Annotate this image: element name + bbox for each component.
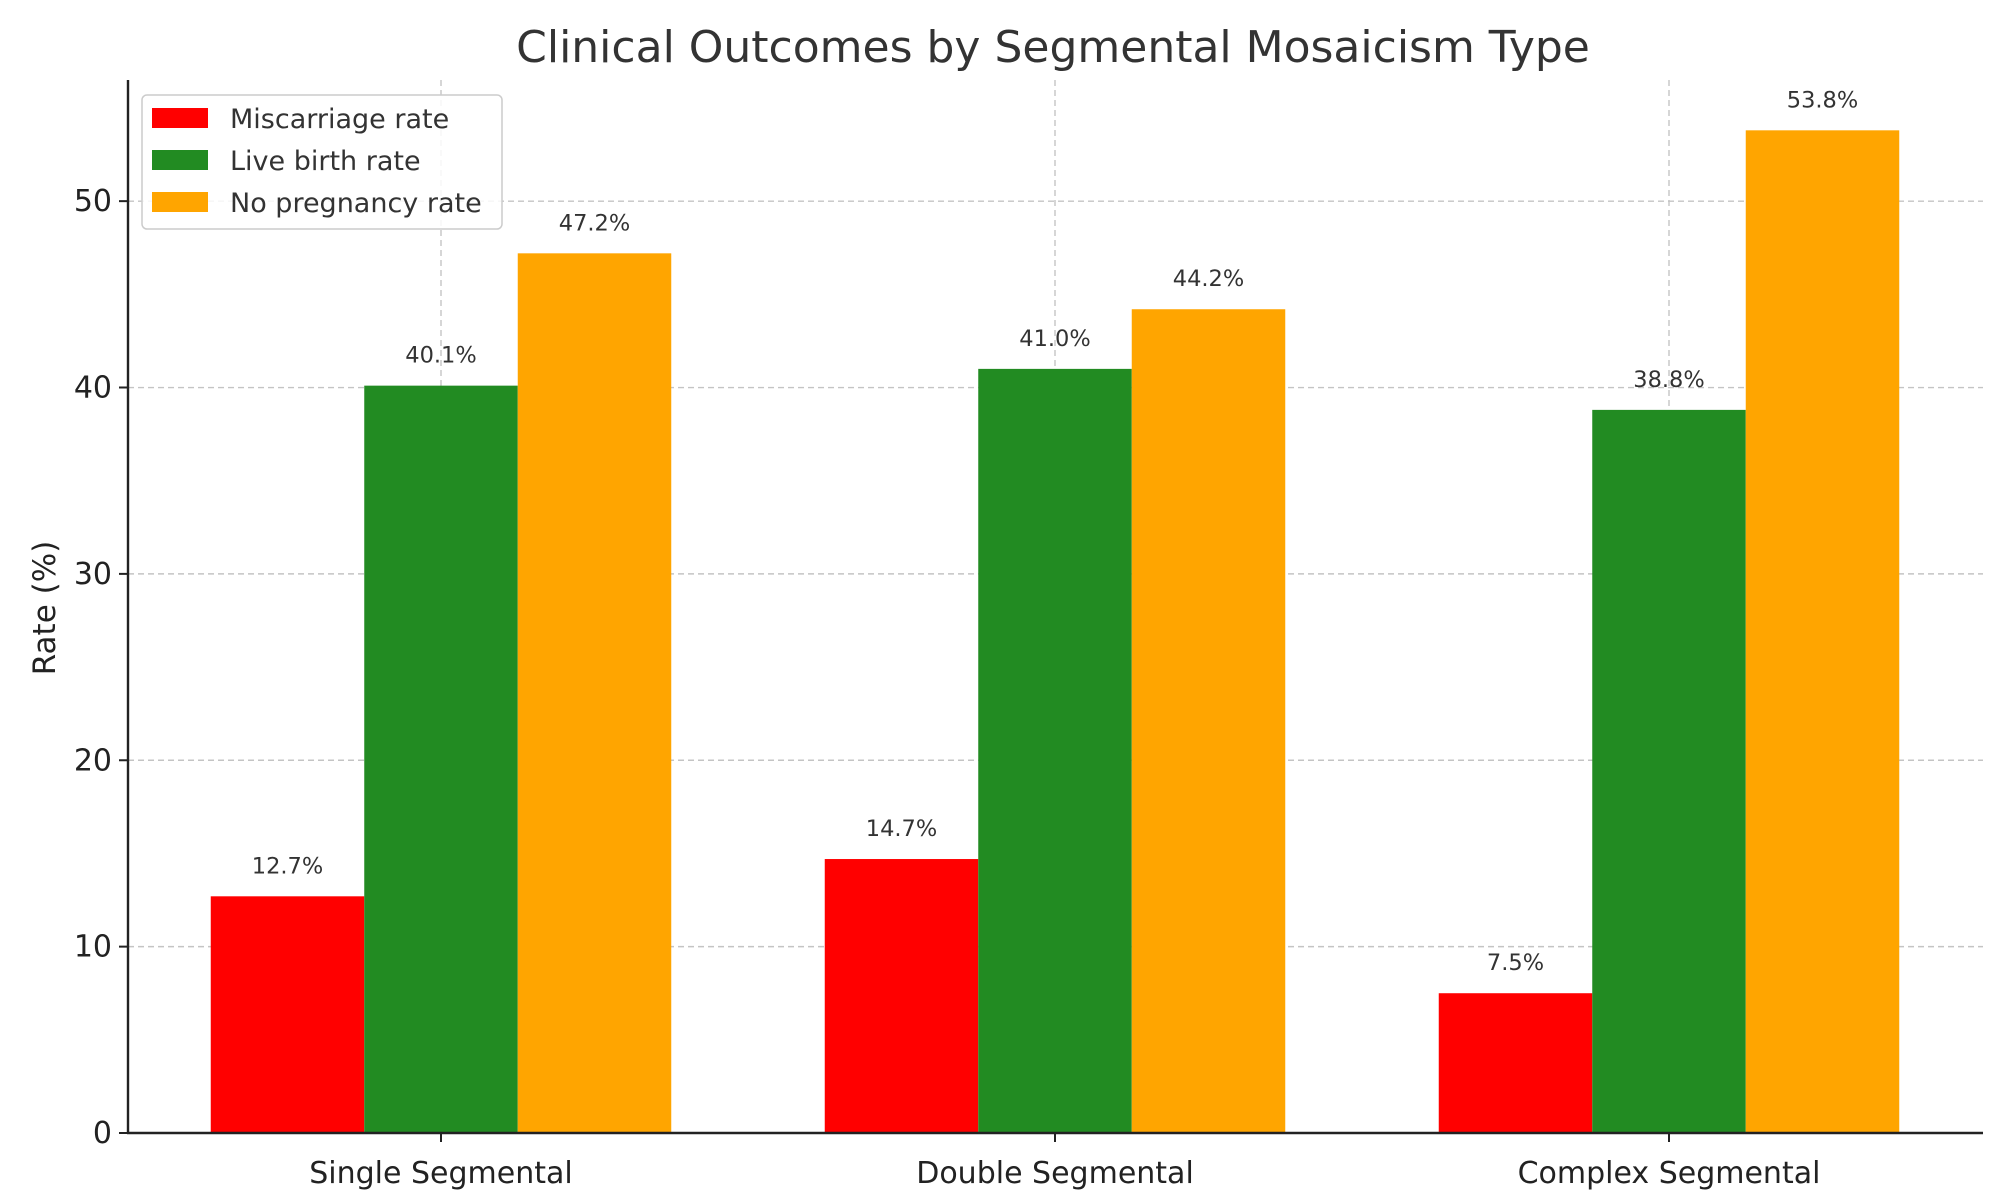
- bar: [210, 896, 365, 1133]
- data-label: 40.1%: [405, 343, 476, 369]
- data-label: 12.7%: [252, 853, 323, 879]
- y-tick-label: 0: [93, 1116, 112, 1151]
- legend: Miscarriage rate Live birth rate No pregna…: [141, 94, 503, 230]
- data-label: 38.8%: [1633, 367, 1704, 393]
- bars: [210, 130, 1900, 1134]
- data-label: 14.7%: [866, 816, 937, 842]
- legend-swatch: [152, 108, 208, 128]
- legend-label: Miscarriage rate: [230, 104, 449, 135]
- bar: [364, 385, 518, 1134]
- bar: [517, 253, 672, 1133]
- bar: [824, 859, 979, 1133]
- y-tick-label: 40: [74, 371, 112, 406]
- data-labels: 12.7% 14.7% 7.5% 40.1% 41.0% 38.8% 47.2% 44.2% 5…: [252, 87, 1858, 976]
- y-tick-label: 20: [74, 743, 112, 778]
- x-tick-label: Double Segmental: [916, 1156, 1194, 1191]
- bar: [1438, 993, 1593, 1133]
- y-tick-label: 50: [74, 184, 112, 219]
- y-tick-label: 30: [74, 557, 112, 592]
- data-label: 47.2%: [559, 210, 630, 236]
- bar: [1592, 409, 1746, 1133]
- y-axis-label: Rate (%): [27, 541, 63, 676]
- bar: [1131, 309, 1286, 1133]
- bar: [1745, 130, 1900, 1133]
- data-label: 53.8%: [1787, 87, 1858, 113]
- legend-label: Live birth rate: [230, 146, 421, 177]
- data-label: 41.0%: [1019, 326, 1090, 352]
- x-tick-label: Single Segmental: [309, 1156, 572, 1191]
- legend-label: No pregnancy rate: [230, 188, 482, 219]
- legend-swatch: [152, 192, 208, 212]
- axis-ticks: 0 10 20 30 40 50 Single Segmental Double Segmen…: [74, 184, 1821, 1191]
- chart-title: Clinical Outcomes by Segmental Mosaicism…: [516, 22, 1590, 73]
- data-label: 44.2%: [1173, 266, 1244, 292]
- x-tick-label: Complex Segmental: [1518, 1156, 1821, 1191]
- y-tick-label: 10: [74, 930, 112, 965]
- data-label: 7.5%: [1487, 950, 1544, 976]
- bar: [978, 368, 1132, 1133]
- legend-swatch: [152, 150, 208, 170]
- legend-box: [141, 94, 503, 230]
